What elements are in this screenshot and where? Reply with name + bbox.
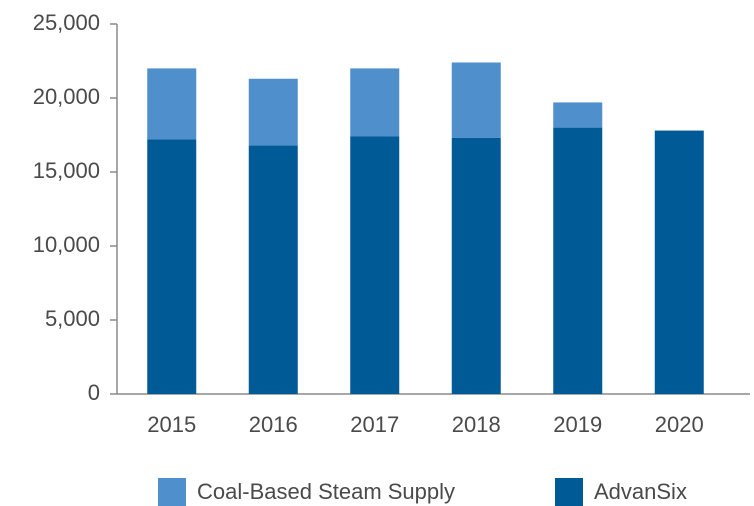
x-tick-label: 2018 [452, 412, 501, 437]
y-tick-label: 5,000 [45, 306, 100, 331]
x-tick-label: 2020 [655, 412, 704, 437]
x-tick-label: 2017 [350, 412, 399, 437]
legend-label: AdvanSix [594, 479, 687, 504]
y-tick-label: 10,000 [33, 232, 100, 257]
y-tick-label: 0 [88, 380, 100, 405]
bar-segment [553, 127, 603, 394]
bar-segment [147, 139, 197, 394]
bar-segment [350, 136, 400, 395]
y-tick-label: 20,000 [33, 84, 100, 109]
bar-segment [451, 137, 501, 394]
bar-segment [451, 62, 501, 138]
bar-segment [654, 130, 704, 394]
bar-segment [248, 145, 298, 394]
legend-swatch [158, 478, 186, 506]
bar-segment [350, 68, 400, 137]
legend-label: Coal-Based Steam Supply [197, 479, 455, 504]
y-tick-label: 15,000 [33, 158, 100, 183]
bar-segment [553, 102, 603, 128]
bar-segment [147, 68, 197, 140]
x-tick-label: 2016 [249, 412, 298, 437]
bar-segment [248, 78, 298, 146]
y-tick-label: 25,000 [33, 10, 100, 35]
x-tick-label: 2019 [553, 412, 602, 437]
legend-swatch [555, 478, 583, 506]
x-tick-label: 2015 [147, 412, 196, 437]
